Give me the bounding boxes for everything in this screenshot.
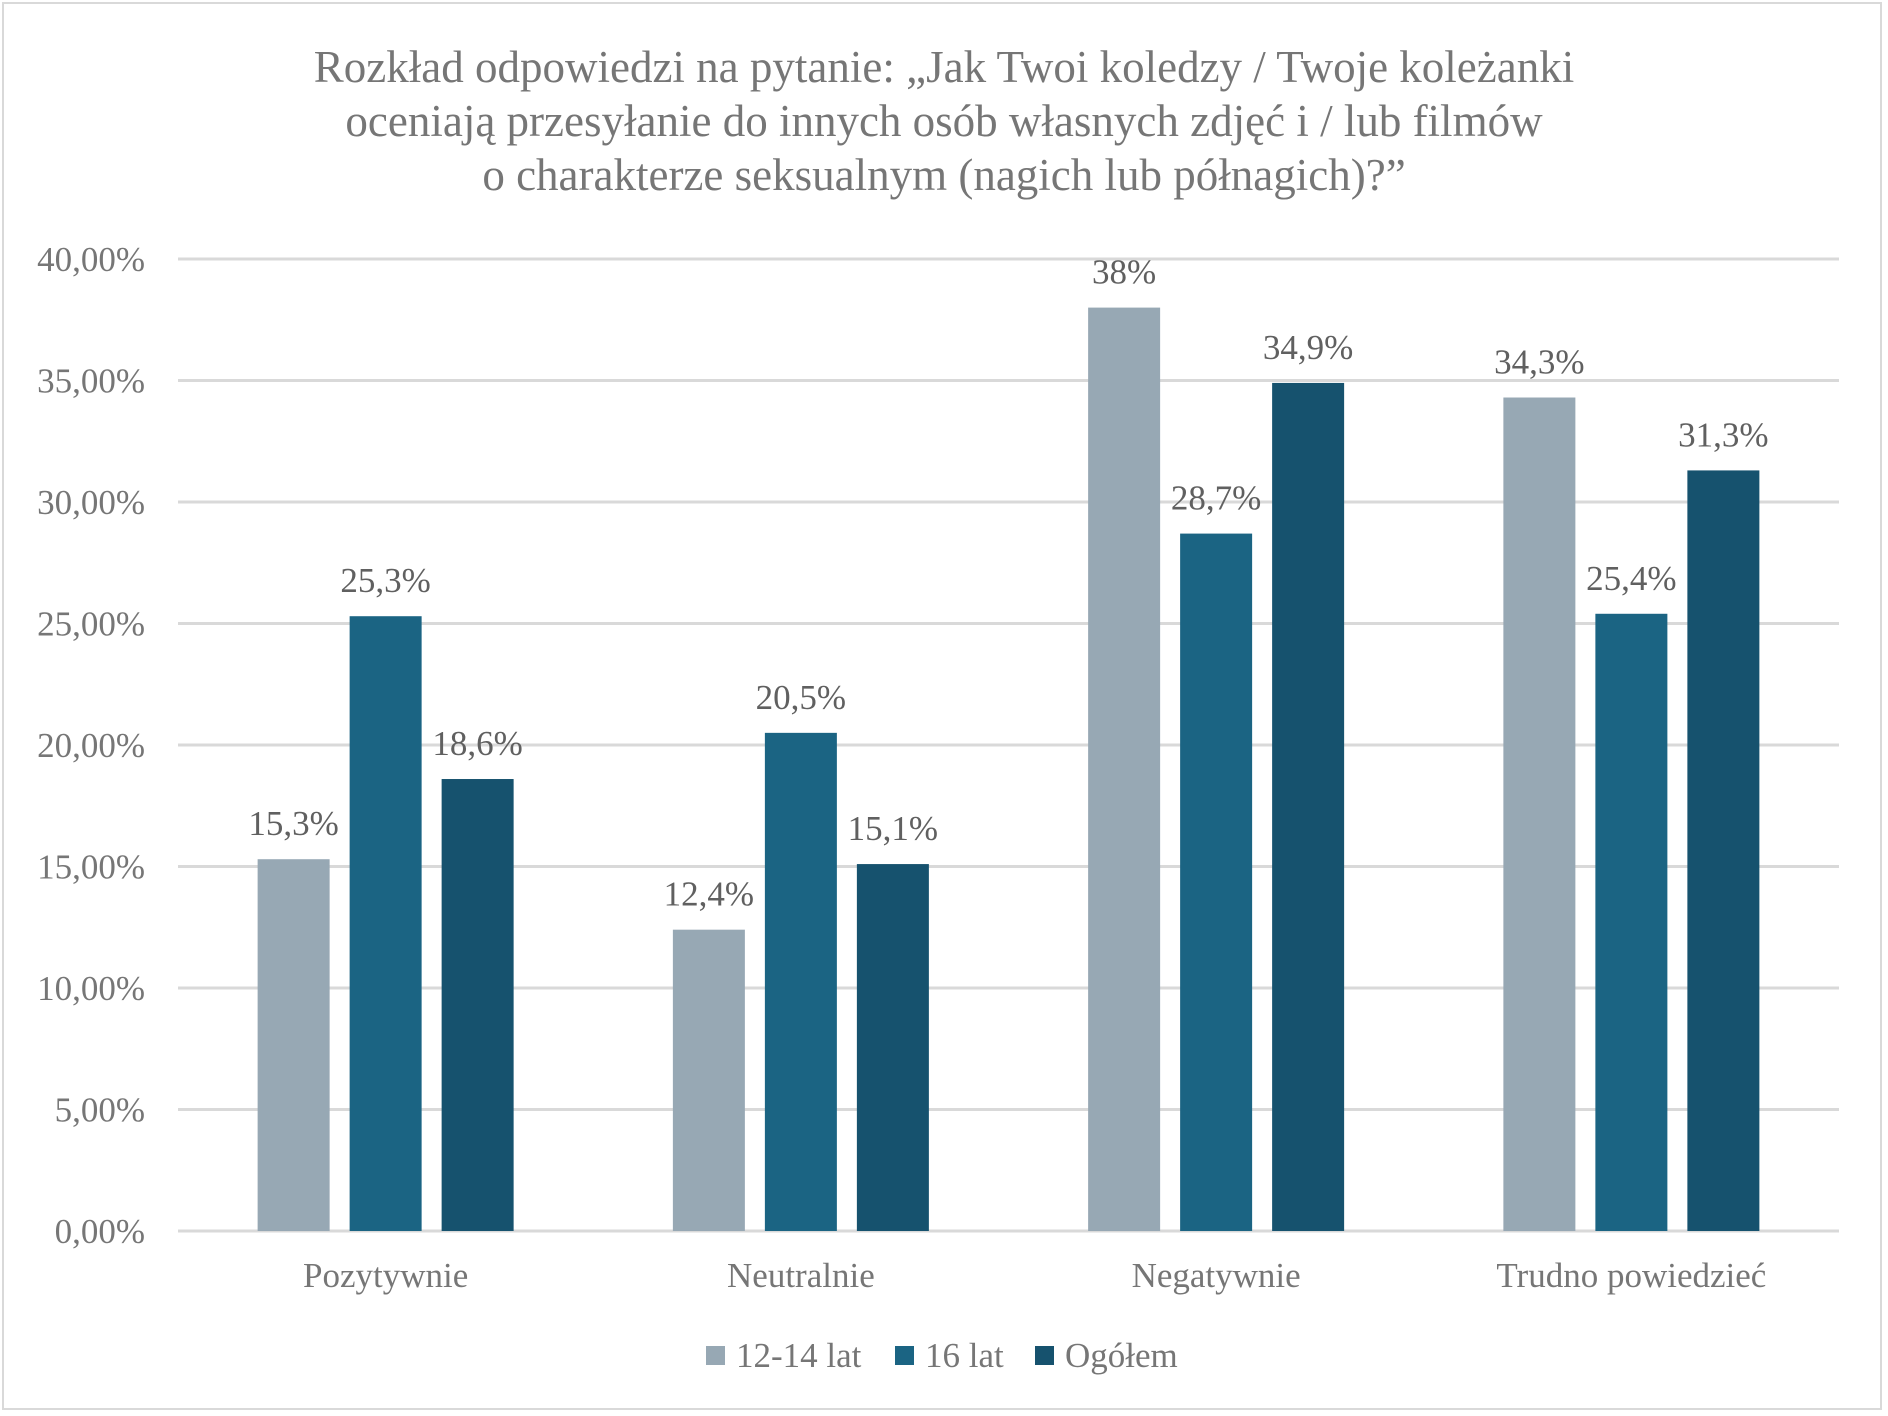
data-label: 20,5%	[756, 678, 846, 717]
data-label: 25,4%	[1586, 559, 1676, 598]
chart-title: Rozkład odpowiedzi na pytanie: „Jak Twoi…	[314, 42, 1574, 200]
data-label: 25,3%	[340, 561, 430, 600]
bar-og-em-2	[1272, 382, 1345, 1231]
data-label: 15,1%	[848, 809, 938, 848]
y-tick-label: 15,00%	[37, 848, 145, 887]
bar-16-lat-0	[349, 616, 422, 1231]
y-tick-label: 40,00%	[37, 240, 145, 279]
legend-swatch	[895, 1346, 914, 1365]
y-tick-label: 30,00%	[37, 483, 145, 522]
legend-label: 16 lat	[925, 1336, 1004, 1375]
x-category-label: Trudno powiedzieć	[1496, 1256, 1766, 1295]
data-label: 34,3%	[1494, 343, 1584, 382]
bars	[257, 307, 1760, 1232]
y-tick-label: 5,00%	[55, 1091, 145, 1130]
chart-title-line: Rozkład odpowiedzi na pytanie: „Jak Twoi…	[314, 42, 1574, 92]
bar-og-em-1	[856, 864, 929, 1231]
data-label: 12,4%	[664, 875, 754, 914]
bar-16-lat-1	[764, 732, 837, 1231]
bar-12-14-lat-0	[257, 859, 330, 1231]
bar-16-lat-2	[1180, 533, 1253, 1231]
y-tick-label: 10,00%	[37, 969, 145, 1008]
data-label: 28,7%	[1171, 479, 1261, 518]
legend: 12-14 lat 16 lat Ogółem	[706, 1336, 1178, 1375]
data-label: 15,3%	[248, 804, 338, 843]
bar-12-14-lat-1	[672, 929, 745, 1231]
data-labels: 15,3% 25,3% 18,6% 12,4% 20,5% 15,1% 38% 28,7% 34…	[248, 253, 1768, 914]
bar-og-em-3	[1687, 470, 1760, 1231]
bar-12-14-lat-2	[1088, 307, 1161, 1232]
bar-12-14-lat-3	[1503, 397, 1576, 1231]
y-axis-ticks: 0,00% 5,00% 10,00% 15,00% 20,00% 25,00% 30,00%…	[37, 240, 145, 1251]
y-tick-label: 25,00%	[37, 605, 145, 644]
x-axis-categories: Pozytywnie Neutralnie Negatywnie Trudno pow…	[303, 1256, 1766, 1295]
y-tick-label: 0,00%	[55, 1212, 145, 1251]
chart-title-line: o charakterze seksualnym (nagich lub pół…	[482, 150, 1405, 200]
x-category-label: Neutralnie	[727, 1256, 875, 1295]
gridlines	[178, 257, 1839, 1233]
legend-swatch	[1035, 1346, 1054, 1365]
chart-title-line: oceniają przesyłanie do innych osób włas…	[345, 96, 1543, 146]
x-category-label: Negatywnie	[1132, 1256, 1301, 1295]
data-label: 18,6%	[432, 724, 522, 763]
data-label: 34,9%	[1263, 328, 1353, 367]
data-label: 38%	[1092, 253, 1156, 292]
x-category-label: Pozytywnie	[303, 1256, 468, 1295]
bar-og-em-0	[441, 779, 514, 1231]
data-label: 31,3%	[1678, 415, 1768, 454]
y-tick-label: 20,00%	[37, 726, 145, 765]
legend-swatch	[706, 1346, 725, 1365]
legend-label: Ogółem	[1065, 1336, 1178, 1375]
y-tick-label: 35,00%	[37, 362, 145, 401]
bar-16-lat-3	[1595, 613, 1668, 1231]
legend-label: 12-14 lat	[736, 1336, 862, 1375]
